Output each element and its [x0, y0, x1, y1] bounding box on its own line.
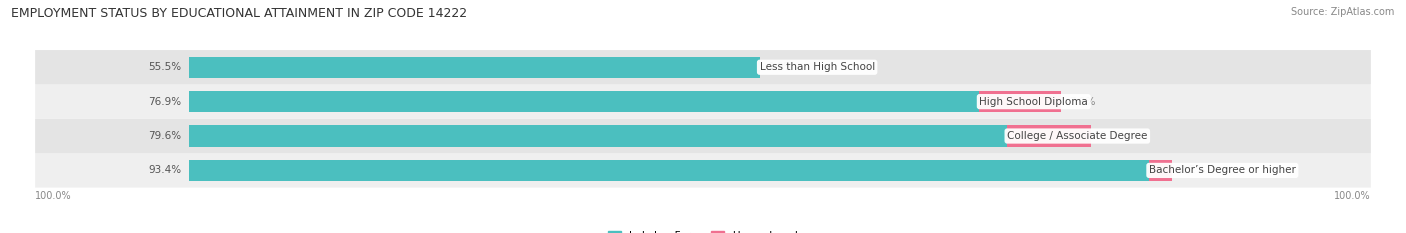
FancyBboxPatch shape — [35, 119, 1371, 153]
Text: 7.9%: 7.9% — [1069, 97, 1095, 107]
Text: 2.2%: 2.2% — [1180, 165, 1206, 175]
Bar — [980, 91, 1060, 112]
Text: 8.2%: 8.2% — [1099, 131, 1126, 141]
Text: 100.0%: 100.0% — [1334, 191, 1371, 201]
Text: 100.0%: 100.0% — [35, 191, 72, 201]
FancyBboxPatch shape — [35, 84, 1371, 119]
FancyBboxPatch shape — [35, 153, 1371, 188]
Text: Less than High School: Less than High School — [759, 62, 875, 72]
Bar — [190, 160, 1149, 181]
Legend: In Labor Force, Unemployed: In Labor Force, Unemployed — [609, 231, 797, 233]
Bar — [190, 91, 980, 112]
Text: 76.9%: 76.9% — [148, 97, 181, 107]
Text: 0.0%: 0.0% — [768, 62, 794, 72]
Text: Bachelor’s Degree or higher: Bachelor’s Degree or higher — [1149, 165, 1296, 175]
Text: College / Associate Degree: College / Associate Degree — [1007, 131, 1147, 141]
FancyBboxPatch shape — [35, 50, 1371, 84]
Text: 93.4%: 93.4% — [148, 165, 181, 175]
Bar — [1007, 125, 1091, 147]
Text: 79.6%: 79.6% — [148, 131, 181, 141]
Bar — [190, 125, 1007, 147]
Bar — [1149, 160, 1171, 181]
Text: 55.5%: 55.5% — [148, 62, 181, 72]
Text: Source: ZipAtlas.com: Source: ZipAtlas.com — [1291, 7, 1395, 17]
Text: High School Diploma: High School Diploma — [980, 97, 1088, 107]
Bar — [190, 57, 759, 78]
Text: EMPLOYMENT STATUS BY EDUCATIONAL ATTAINMENT IN ZIP CODE 14222: EMPLOYMENT STATUS BY EDUCATIONAL ATTAINM… — [11, 7, 467, 20]
